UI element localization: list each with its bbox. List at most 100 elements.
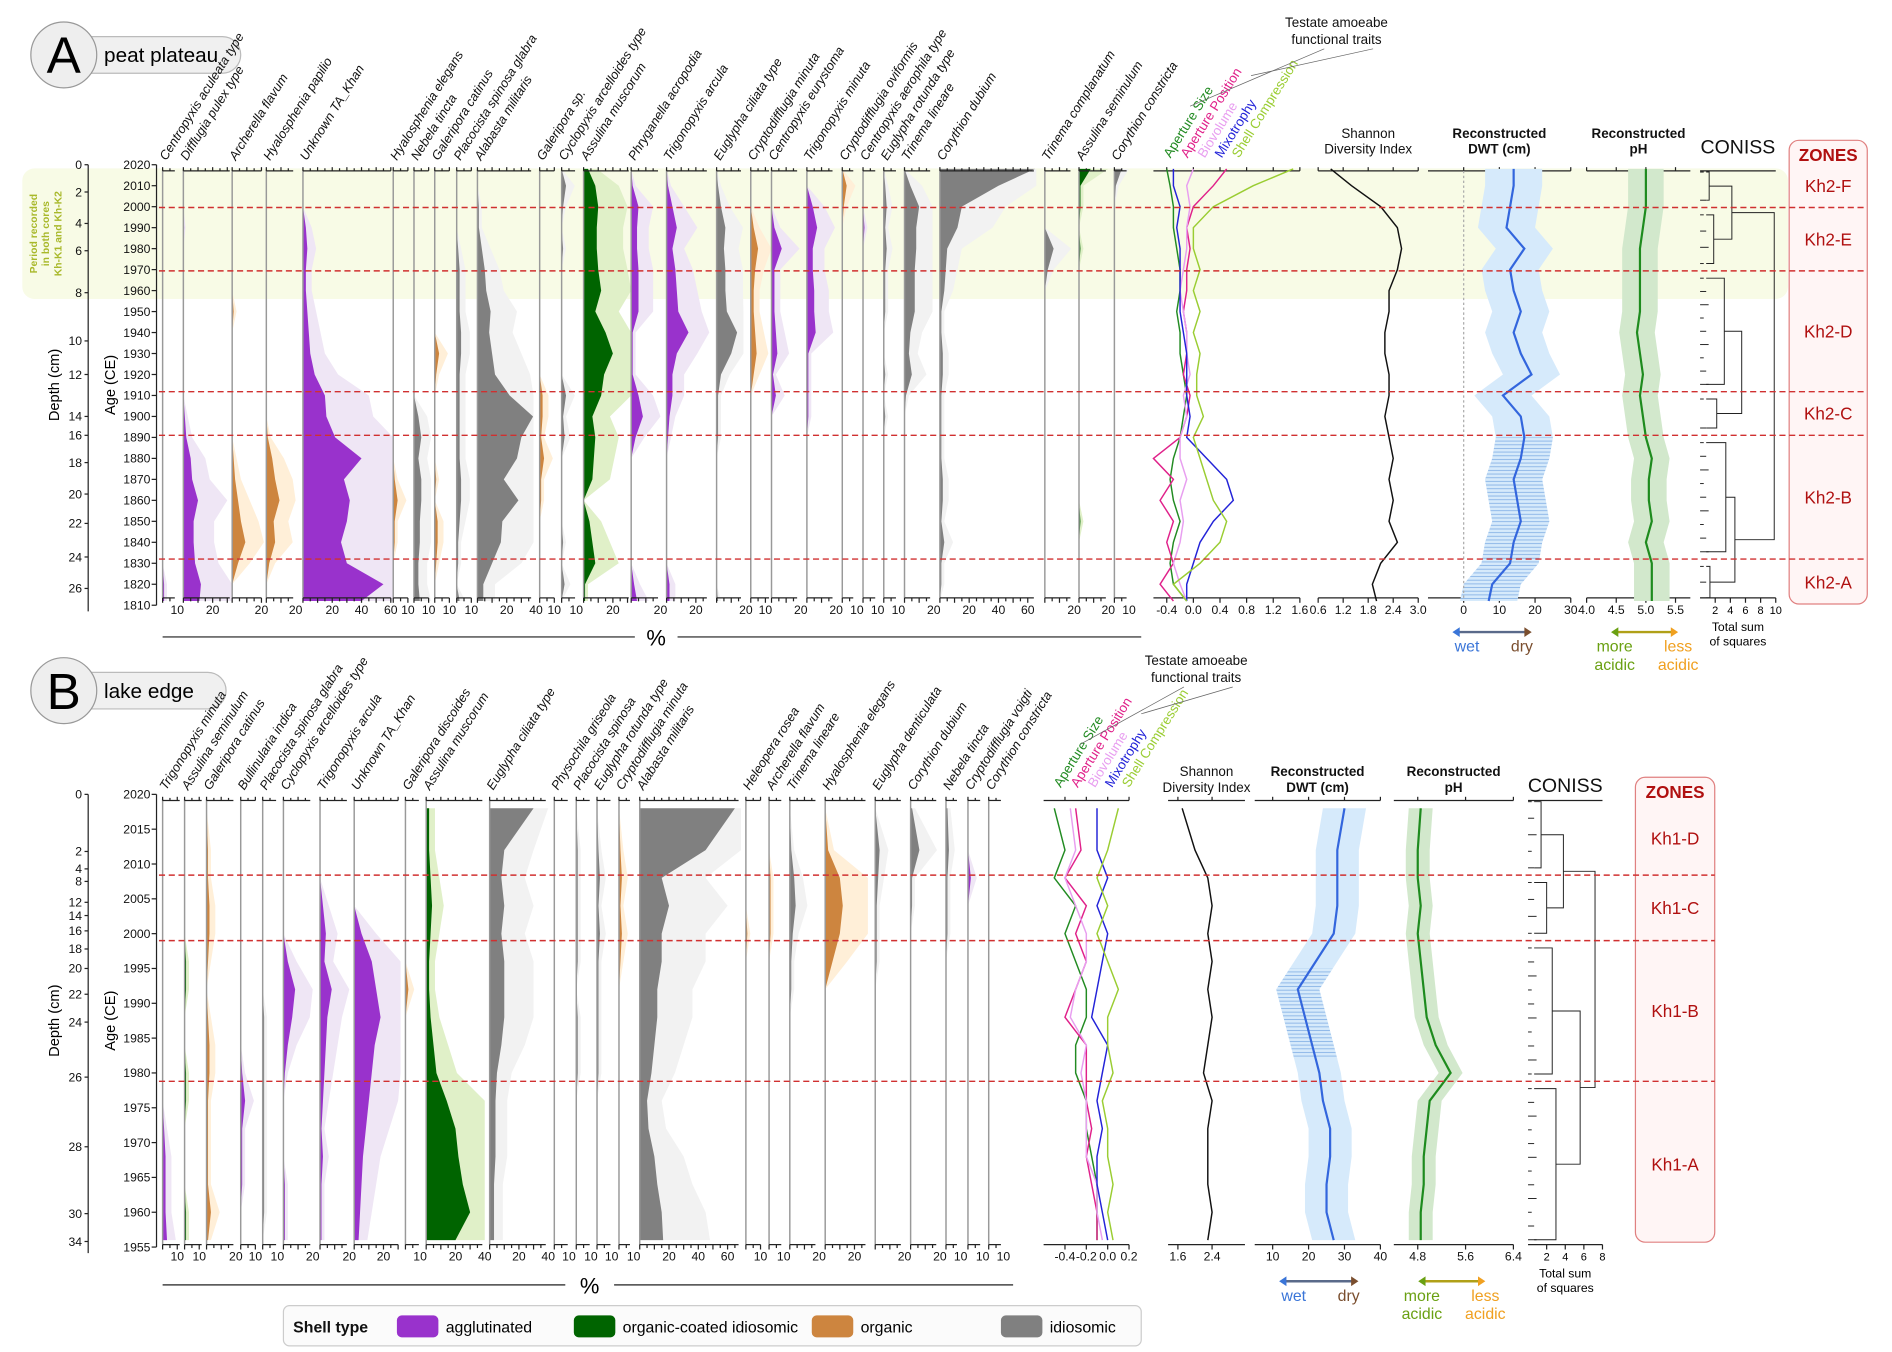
taxon-exaggerated-area: [618, 808, 628, 1241]
taxon-exaggerated-area: [946, 808, 955, 1241]
taxon-tick-label: 10: [413, 1249, 427, 1263]
depth-tick-label: 20: [69, 962, 83, 976]
taxon-area: [806, 168, 818, 602]
taxon-tick-label: 20: [255, 603, 269, 617]
coniss-zone-cluster: [1534, 947, 1553, 1075]
less-acidic-label: acidic: [1658, 657, 1699, 674]
taxon-area: [266, 168, 280, 602]
taxon-tick-label: 10: [170, 1249, 184, 1263]
age-tick-label: 1810: [123, 598, 150, 612]
shannon-tick-label: 2.4: [1385, 603, 1402, 617]
legend: Shell type agglutinated organic-coated id…: [282, 1305, 1142, 1347]
age-tick-label: 1880: [123, 452, 150, 466]
shannon-tick-label: 0.6: [1310, 603, 1327, 617]
traits-tick-label: 0.0: [1099, 1249, 1116, 1263]
taxon-area: [666, 168, 689, 602]
shannon-tick-label: 1.2: [1335, 603, 1352, 617]
taxon-tick-label: 60: [384, 603, 398, 617]
depth-tick-label: 12: [69, 368, 83, 382]
panel-letter: B: [47, 663, 81, 720]
taxon-tick-label: 40: [529, 603, 543, 617]
taxon-area: [789, 808, 796, 1241]
traits-title: Testate amoeabe: [1285, 15, 1388, 30]
age-tick-label: 2020: [123, 788, 150, 802]
taxon-tick-label: 10: [562, 1249, 576, 1263]
age-tick-label: 1910: [123, 389, 150, 403]
shared-period-label: Kh-K1 and Kh-K2: [53, 191, 64, 276]
arrow-left-head: [1418, 1276, 1426, 1287]
coniss-group-cluster: [1709, 496, 1736, 583]
zone-label: Kh2-D: [1804, 322, 1852, 341]
trait-line-aperture-size: [1053, 808, 1098, 1241]
age-tick-label: 1860: [123, 494, 150, 508]
less-acidic-label: acidic: [1465, 1306, 1506, 1323]
traits-title: Testate amoeabe: [1145, 653, 1248, 668]
coniss-title: CONISS: [1701, 137, 1776, 159]
taxon-tick-label: 10: [777, 1249, 791, 1263]
age-tick-label: 2015: [123, 822, 150, 836]
taxon-exaggerated-area: [206, 808, 220, 1241]
depth-tick-label: 30: [69, 1207, 83, 1221]
taxon-area: [771, 168, 782, 602]
taxon-tick-label: 40: [541, 1249, 555, 1263]
coniss-tick-label: 2: [1544, 1251, 1550, 1263]
depth-tick-label: 26: [69, 582, 83, 596]
taxon-tick-label: 10: [422, 603, 436, 617]
taxon-tick-label: 10: [249, 1249, 263, 1263]
ph-tick-label: 5.0: [1637, 603, 1654, 617]
coniss-tick-label: 6: [1742, 605, 1748, 617]
age-tick-label: 1990: [123, 997, 150, 1011]
taxon-tick-label: 20: [927, 603, 941, 617]
ph-tick-label: 4.0: [1578, 603, 1595, 617]
taxon-exaggerated-area: [539, 168, 553, 602]
age-tick-label: 1840: [123, 536, 150, 550]
ph-line: [1416, 808, 1452, 1241]
taxon-area: [413, 168, 422, 602]
ph-title: Reconstructed: [1592, 126, 1686, 141]
taxon-tick-label: 20: [1102, 603, 1116, 617]
taxon-area: [456, 168, 462, 602]
taxon-area: [904, 168, 920, 602]
taxon-area: [875, 808, 880, 1241]
coniss-tick-label: 6: [1581, 1251, 1587, 1263]
traits-tick-label: -0.4: [1054, 1249, 1075, 1263]
arrow-right-head: [1524, 627, 1532, 637]
taxon-tick-label: 20: [325, 603, 339, 617]
less-acidic-label: less: [1664, 639, 1692, 656]
age-tick-label: 1960: [123, 284, 150, 298]
taxon-exaggerated-area: [1044, 168, 1072, 602]
taxon-area: [561, 168, 567, 602]
trait-line-aperture-size: [1166, 168, 1188, 602]
age-tick-label: 2010: [123, 857, 150, 871]
taxon-area: [631, 168, 643, 602]
depth-tick-label: 14: [69, 410, 83, 424]
taxon-tick-label: 60: [721, 1249, 735, 1263]
taxon-exaggerated-area: [771, 168, 800, 602]
trait-line-shell-compression: [1096, 808, 1120, 1241]
dwt-hatched-region: [1276, 968, 1338, 1060]
traits-tick-label: -0.2: [1076, 1249, 1097, 1263]
depth-axis-label: Depth (cm): [47, 349, 63, 421]
coniss-axis-label: of squares: [1537, 1281, 1594, 1295]
dwt-tick-label: 30: [1564, 603, 1578, 617]
taxon-exaggerated-area: [283, 808, 313, 1241]
taxon-area: [910, 808, 920, 1241]
taxon-tick-label: 10: [871, 603, 885, 617]
age-tick-label: 1930: [123, 347, 150, 361]
taxon-area: [183, 168, 201, 602]
coniss-group-cluster: [1716, 330, 1743, 414]
panel-title: peat plateau: [104, 44, 218, 67]
age-tick-label: 1850: [123, 515, 150, 529]
arrow-right-head: [1478, 1276, 1486, 1287]
taxon-tick-label: 10: [850, 603, 864, 617]
